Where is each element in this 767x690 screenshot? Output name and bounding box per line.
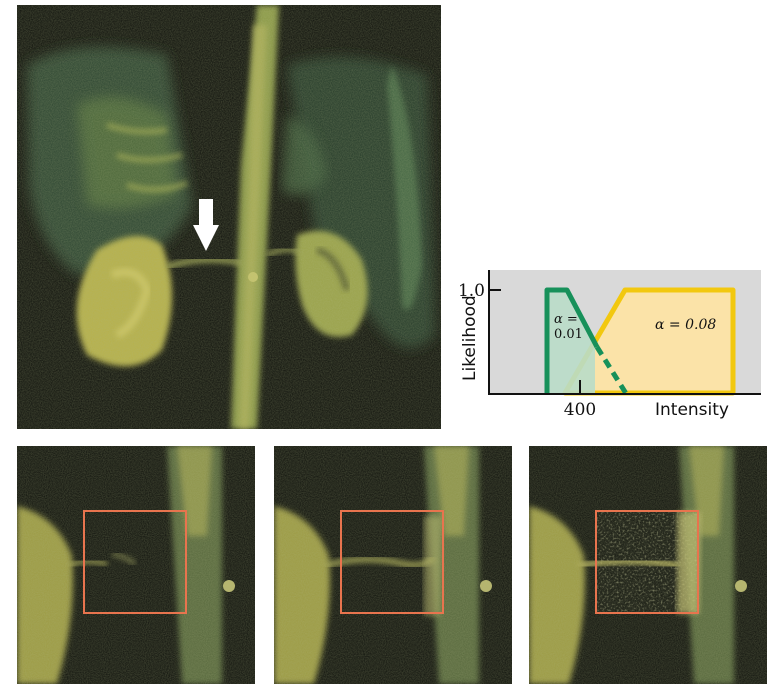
crop-panel-1 <box>17 446 255 684</box>
alpha-yellow-label: α = 0.08 <box>655 317 716 333</box>
x-axis-label: Intensity <box>655 400 729 420</box>
roi-box <box>595 510 699 614</box>
likelihood-plot: 1.0 400 Intensity Likelihood α = 0.01 α … <box>455 265 767 425</box>
x-tick-label: 400 <box>564 400 596 420</box>
green-likelihood-line <box>544 287 600 393</box>
y-tick-label: 1.0 <box>458 281 485 301</box>
mri-scene <box>17 5 441 429</box>
mri-main-image <box>17 5 441 429</box>
green-dashed-line <box>594 345 630 397</box>
y-axis-label: Likelihood <box>460 295 480 381</box>
crop-2-scene <box>274 446 512 684</box>
crop-panel-2 <box>274 446 512 684</box>
crop-3-scene <box>529 446 767 684</box>
alpha-green-value: 0.01 <box>554 327 583 342</box>
crop-panel-3 <box>529 446 767 684</box>
roi-box <box>340 510 444 614</box>
likelihood-chart: 1.0 400 Intensity Likelihood α = 0.01 α … <box>458 270 761 420</box>
crop-1-scene <box>17 446 255 684</box>
alpha-green-label: α = <box>554 312 578 327</box>
green-likelihood-fill <box>547 290 595 393</box>
roi-box <box>83 510 187 614</box>
arrow-icon <box>193 199 219 251</box>
